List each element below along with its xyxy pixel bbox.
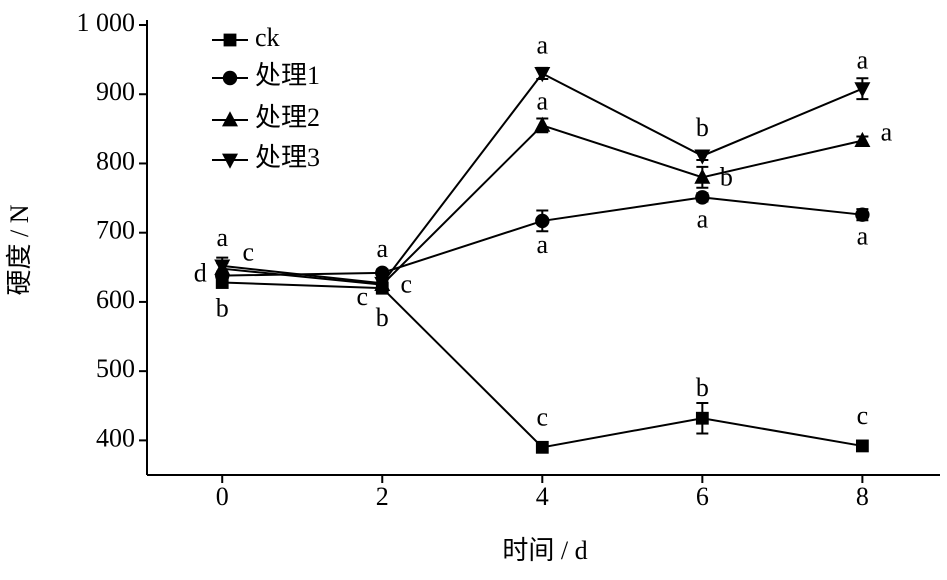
x-tick-label: 2 bbox=[376, 482, 389, 511]
marker bbox=[535, 213, 550, 229]
y-tick-label: 700 bbox=[96, 216, 135, 245]
marker bbox=[854, 82, 871, 98]
significance-letter: b bbox=[216, 294, 229, 323]
marker bbox=[855, 439, 869, 453]
marker bbox=[375, 265, 390, 281]
significance-letter: a bbox=[697, 204, 709, 233]
significance-letter: c bbox=[400, 270, 412, 299]
y-tick-label: 400 bbox=[96, 423, 135, 452]
significance-letter: c bbox=[857, 401, 869, 430]
y-tick-label: 500 bbox=[96, 354, 135, 383]
marker bbox=[695, 190, 710, 205]
marker bbox=[222, 70, 238, 86]
marker bbox=[214, 259, 231, 275]
marker bbox=[534, 116, 551, 132]
significance-letter: c bbox=[242, 238, 254, 267]
marker bbox=[534, 67, 551, 83]
significance-letter: a bbox=[881, 118, 893, 147]
significance-letter: a bbox=[216, 223, 228, 252]
marker bbox=[535, 440, 549, 454]
significance-letter: b bbox=[696, 113, 709, 142]
y-tick-label: 800 bbox=[96, 146, 135, 175]
significance-letter: d bbox=[194, 259, 207, 288]
significance-letter: a bbox=[376, 234, 388, 263]
marker bbox=[374, 276, 391, 293]
y-tick-label: 1 000 bbox=[77, 8, 136, 37]
marker bbox=[854, 131, 871, 148]
marker bbox=[223, 33, 237, 47]
y-tick-label: 600 bbox=[96, 285, 135, 314]
legend-label: 处理2 bbox=[255, 103, 320, 132]
significance-letter: a bbox=[537, 230, 549, 259]
y-tick-label: 900 bbox=[96, 77, 135, 106]
legend-label: ck bbox=[255, 23, 280, 52]
marker bbox=[222, 111, 238, 127]
significance-letter: a bbox=[537, 86, 549, 115]
significance-letter: a bbox=[537, 30, 549, 59]
x-axis-label: 时间 / d bbox=[502, 536, 587, 565]
x-tick-label: 6 bbox=[696, 482, 709, 511]
significance-letter: c bbox=[356, 282, 368, 311]
significance-letter: a bbox=[857, 222, 869, 251]
significance-letter: b bbox=[720, 162, 733, 191]
significance-letter: b bbox=[696, 373, 709, 402]
marker bbox=[694, 149, 711, 165]
significance-letter: a bbox=[857, 46, 869, 75]
x-tick-label: 8 bbox=[856, 482, 869, 511]
marker bbox=[222, 153, 238, 169]
marker bbox=[695, 411, 709, 425]
significance-letter: c bbox=[537, 402, 549, 431]
legend-label: 处理3 bbox=[255, 143, 320, 172]
x-tick-label: 0 bbox=[216, 482, 229, 511]
x-tick-label: 4 bbox=[536, 482, 549, 511]
legend-label: 处理1 bbox=[255, 61, 320, 90]
marker bbox=[855, 207, 870, 222]
significance-letter: b bbox=[376, 303, 389, 332]
y-axis-label: 硬度 / N bbox=[5, 204, 34, 295]
marker bbox=[694, 168, 711, 184]
